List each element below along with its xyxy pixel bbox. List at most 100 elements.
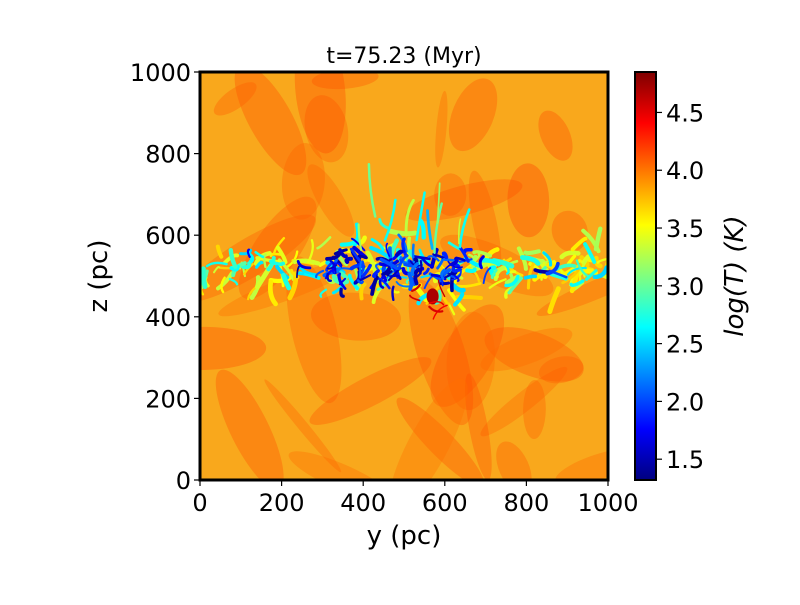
temperature-filament	[507, 276, 523, 295]
temperature-filament	[388, 228, 418, 237]
temperature-filament	[411, 243, 416, 264]
temperature-filament	[426, 209, 434, 250]
temperature-filament	[281, 272, 292, 291]
temperature-patch	[484, 327, 584, 382]
temperature-filament	[593, 255, 603, 269]
temperature-filament	[478, 255, 485, 270]
temperature-patch	[310, 292, 401, 341]
temperature-filament	[577, 254, 591, 276]
temperature-patch	[215, 369, 284, 480]
temperature-patch	[286, 256, 342, 404]
temperature-filament	[432, 304, 448, 320]
temperature-filament	[246, 248, 251, 258]
temperature-filament	[325, 251, 342, 261]
colorbar-tick-label: 2.5	[666, 331, 704, 359]
temperature-filament	[216, 271, 234, 291]
temperature-filament	[526, 262, 535, 290]
temperature-filament	[381, 275, 388, 283]
temperature-patch	[446, 311, 495, 411]
temperature-filament	[451, 270, 462, 281]
temperature-patch	[311, 72, 379, 90]
temperature-filament	[379, 257, 399, 271]
x-axis: 0 200 400 600 800 1000	[192, 480, 639, 517]
temperature-filament	[488, 278, 507, 289]
temperature-filament	[378, 217, 391, 230]
temperature-filament	[441, 251, 449, 260]
temperature-filament	[292, 258, 321, 266]
colorbar-ticks: 1.5 2.0 2.5 3.0 3.5 4.0 4.5	[656, 99, 704, 474]
temperature-filament	[263, 253, 267, 269]
colorbar-tick-label: 3.5	[666, 215, 704, 243]
temperature-filament	[339, 271, 349, 280]
temperature-patch	[294, 72, 346, 154]
temperature-filament	[389, 238, 399, 260]
temperature-filament	[331, 273, 350, 285]
temperature-filament	[409, 294, 421, 302]
x-tick-label: 0	[192, 489, 207, 517]
temperature-filament	[200, 266, 208, 290]
temperature-filament	[268, 259, 286, 267]
temperature-filament	[462, 247, 473, 254]
temperature-filament	[296, 267, 305, 276]
y-tick-label: 800	[145, 141, 191, 169]
temperature-filament	[523, 274, 538, 280]
y-tick-label: 400	[145, 304, 191, 332]
temperature-filament	[383, 198, 397, 242]
temperature-patch	[507, 163, 550, 238]
temperature-patch	[538, 356, 584, 384]
temperature-filament	[584, 269, 598, 281]
temperature-filament	[240, 261, 252, 270]
colorbar	[634, 71, 657, 481]
temperature-patch	[464, 373, 492, 480]
temperature-filament	[377, 277, 391, 290]
temperature-filament	[215, 244, 224, 259]
temperature-filament	[458, 208, 471, 249]
temperature-filament	[228, 277, 239, 286]
temperature-patch	[304, 95, 349, 163]
temperature-filament	[449, 256, 459, 267]
temperature-filament	[504, 274, 520, 288]
temperature-filament	[326, 272, 332, 282]
x-tick-label: 1000	[577, 489, 638, 517]
temperature-filament	[545, 261, 560, 276]
temperature-filament	[533, 268, 551, 274]
temperature-filament	[559, 250, 581, 260]
temperature-filament	[357, 223, 363, 252]
temperature-filament	[516, 246, 528, 271]
temperature-filament	[386, 269, 396, 279]
temperature-filament	[298, 266, 318, 276]
temperature-filament	[296, 265, 300, 279]
temperature-filament	[413, 268, 421, 286]
y-tick-label: 600	[145, 222, 191, 250]
temperature-filament	[337, 274, 344, 287]
y-axis-label: z (pc)	[84, 240, 114, 313]
temperature-filament	[411, 283, 421, 292]
temperature-filament	[566, 266, 587, 276]
temperature-filament	[370, 238, 385, 252]
temperature-filament	[277, 258, 296, 282]
temperature-filament	[378, 279, 385, 289]
temperature-filament	[315, 269, 325, 279]
temperature-patch	[389, 378, 468, 480]
temperature-patch	[536, 262, 608, 316]
temperature-filament	[344, 256, 353, 264]
temperature-filament	[465, 267, 477, 274]
temperature-filament	[453, 292, 465, 307]
temperature-patch	[307, 164, 355, 237]
temperature-patch	[281, 143, 325, 220]
temperature-filament	[266, 256, 276, 272]
temperature-filament	[359, 282, 367, 301]
temperature-filament	[583, 242, 597, 264]
temperature-filament	[353, 274, 372, 285]
x-tick-label: 200	[259, 489, 305, 517]
temperature-filament	[592, 265, 608, 280]
x-tick-label: 400	[340, 489, 386, 517]
temperature-filament	[213, 266, 221, 274]
temperature-filament	[296, 260, 312, 270]
temperature-filament	[229, 264, 240, 272]
temperature-filament	[436, 182, 441, 224]
temperature-patch	[408, 279, 474, 426]
plot-area	[200, 72, 608, 480]
temperature-filament	[267, 279, 278, 307]
temperature-filament	[228, 248, 238, 269]
